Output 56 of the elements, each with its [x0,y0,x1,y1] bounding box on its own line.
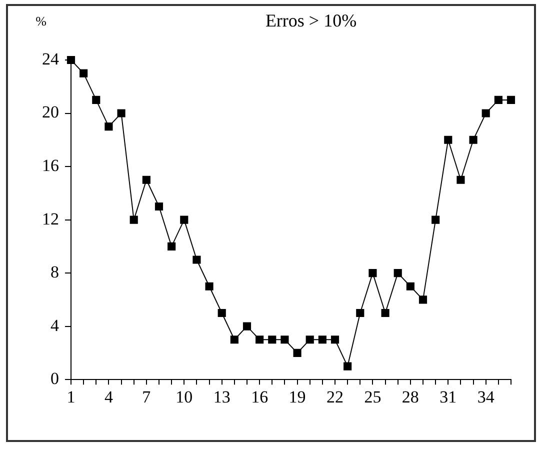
point [154,202,164,211]
point [330,336,340,344]
point [205,282,214,290]
point [268,336,276,344]
y-tick-label: 16 [42,156,59,175]
point [394,269,402,278]
chart-title: Erros > 10% [265,10,357,31]
x-tick-label: 34 [477,387,495,406]
point [280,336,289,344]
point [469,136,478,144]
point [494,96,502,104]
point [104,122,113,131]
y-tick-label: 24 [42,49,60,68]
point [192,256,201,264]
point [306,336,314,344]
point [356,308,364,318]
point [444,136,452,144]
x-tick-label: 13 [213,387,230,406]
point [142,176,150,184]
x-tick-label: 16 [251,387,268,406]
x-tick-label: 7 [142,387,152,406]
point [293,348,302,357]
x-tick-label: 22 [326,387,344,406]
point [506,96,516,104]
y-tick-label: 20 [42,102,59,122]
y-axis-title: % [36,13,47,28]
point [432,216,440,224]
y-tick-label: 0 [50,369,59,388]
point [256,336,264,344]
x-tick-label: 31 [440,387,457,406]
y-tick-label: 4 [50,316,60,335]
point [381,308,390,318]
point [92,96,100,104]
y-tick-label: 8 [50,262,59,282]
point [482,109,490,118]
point [230,336,238,344]
point [168,242,176,250]
point [318,336,326,344]
x-tick-label: 10 [176,387,193,406]
point [117,109,126,118]
x-tick-label: 4 [104,387,114,406]
point [418,296,428,304]
x-tick-label: 19 [288,387,306,406]
point [344,362,352,370]
x-tick-label: 1 [66,387,76,406]
x-tick-label: 25 [364,387,382,406]
y-tick-label: 12 [42,209,59,228]
point [180,216,188,224]
point [130,216,138,224]
point [80,69,88,78]
point [242,322,252,330]
point [218,308,226,318]
point [406,282,414,290]
x-tick-label: 28 [402,387,419,406]
point [368,269,377,278]
point [456,176,465,184]
